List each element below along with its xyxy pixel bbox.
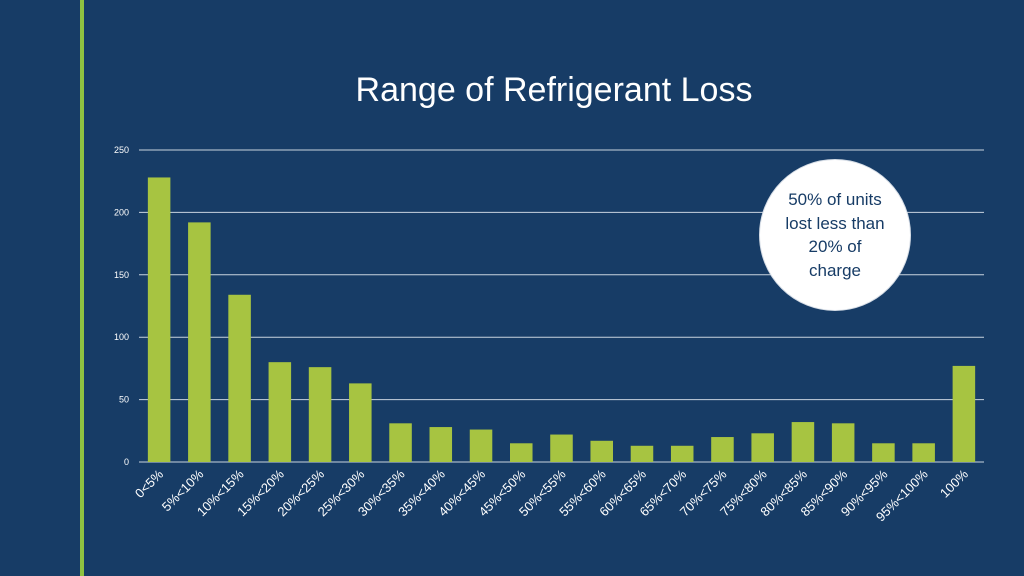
bar <box>791 422 815 462</box>
bar <box>429 427 453 462</box>
bar <box>711 437 734 462</box>
bar <box>550 434 573 462</box>
bar <box>751 433 774 462</box>
bar <box>389 423 412 462</box>
x-tick-label: 0<5% <box>132 466 167 501</box>
bars <box>147 177 976 462</box>
bar <box>831 423 855 462</box>
bar <box>308 367 332 462</box>
bar <box>268 362 292 462</box>
bar <box>228 294 251 462</box>
y-tick-label: 250 <box>114 145 129 155</box>
x-axis-ticks: 0<5%5%<10%10%<15%15%<20%20%<25%25%<30%30… <box>132 466 971 524</box>
bar <box>509 443 533 462</box>
y-tick-label: 200 <box>114 207 129 217</box>
chart-title: Range of Refrigerant Loss <box>355 71 753 109</box>
y-tick-label: 100 <box>114 332 129 342</box>
bar <box>147 177 171 462</box>
bar <box>912 443 935 462</box>
bar <box>952 365 976 462</box>
callout-circle: 50% of units lost less than 20% of charg… <box>759 159 911 311</box>
y-tick-label: 0 <box>124 457 129 467</box>
bar <box>349 383 372 462</box>
bar <box>630 445 654 462</box>
bar <box>590 440 614 462</box>
bar <box>670 445 694 462</box>
y-tick-label: 150 <box>114 270 129 280</box>
y-axis-ticks: 0 50 100 150 200 250 <box>114 145 129 467</box>
x-tick-label: 100% <box>937 466 971 500</box>
bar <box>872 443 895 462</box>
bar <box>469 429 493 462</box>
y-tick-label: 50 <box>119 395 129 405</box>
bar <box>188 222 211 462</box>
callout-text: 50% of units lost less than 20% of charg… <box>785 190 885 280</box>
accent-bar <box>80 0 84 576</box>
